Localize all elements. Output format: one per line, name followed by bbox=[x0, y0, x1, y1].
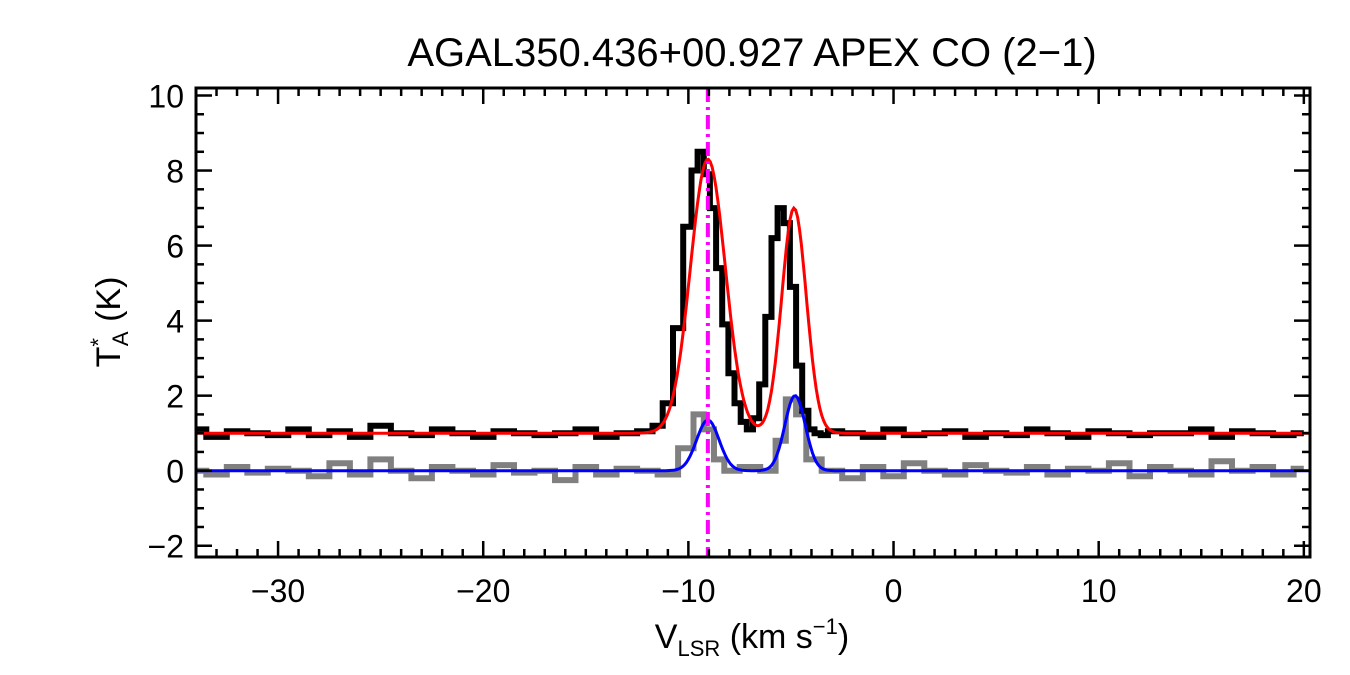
y-axis-label-main: T bbox=[90, 347, 128, 368]
y-axis-label-unit: (K) bbox=[90, 277, 128, 332]
y-axis-label-sup: * bbox=[86, 338, 111, 347]
x-axis-label-unit-prefix: (km s bbox=[720, 618, 813, 656]
spectrum-primary-line bbox=[196, 148, 1304, 440]
spectrum-secondary-line bbox=[196, 396, 1304, 484]
x-axis-label-unit-suffix: ) bbox=[838, 618, 849, 656]
x-axis-label-unit-sup: −1 bbox=[813, 614, 838, 639]
x-tick-label: −20 bbox=[456, 573, 510, 609]
y-axis-label-sub: A bbox=[108, 331, 133, 346]
fit-primary-line bbox=[196, 157, 1310, 435]
chart-title: AGAL350.436+00.927 APEX CO (2−1) bbox=[407, 31, 1096, 75]
x-tick-label: −30 bbox=[251, 573, 305, 609]
x-axis-label-main: V bbox=[655, 618, 678, 656]
x-tick-label: 10 bbox=[1081, 573, 1117, 609]
y-tick-label: 2 bbox=[166, 379, 184, 415]
y-tick-label: −2 bbox=[148, 529, 184, 565]
axis-ticks bbox=[194, 88, 1310, 557]
fit-secondary-line bbox=[196, 394, 1310, 473]
y-tick-label: 8 bbox=[166, 154, 184, 190]
y-tick-label: 10 bbox=[148, 79, 184, 115]
x-tick-label: −10 bbox=[661, 573, 715, 609]
y-tick-label: 4 bbox=[166, 304, 184, 340]
x-tick-label: 0 bbox=[885, 573, 903, 609]
plot-frame bbox=[194, 86, 1312, 559]
x-tick-label: 20 bbox=[1286, 573, 1322, 609]
plot-series bbox=[196, 88, 1310, 557]
x-axis-label-sub: LSR bbox=[677, 636, 720, 661]
y-tick-label: 0 bbox=[166, 454, 184, 490]
y-axis-label: T*A (K) bbox=[86, 277, 133, 368]
y-tick-label: 6 bbox=[166, 229, 184, 265]
x-axis-label: VLSR (km s−1) bbox=[655, 614, 849, 661]
